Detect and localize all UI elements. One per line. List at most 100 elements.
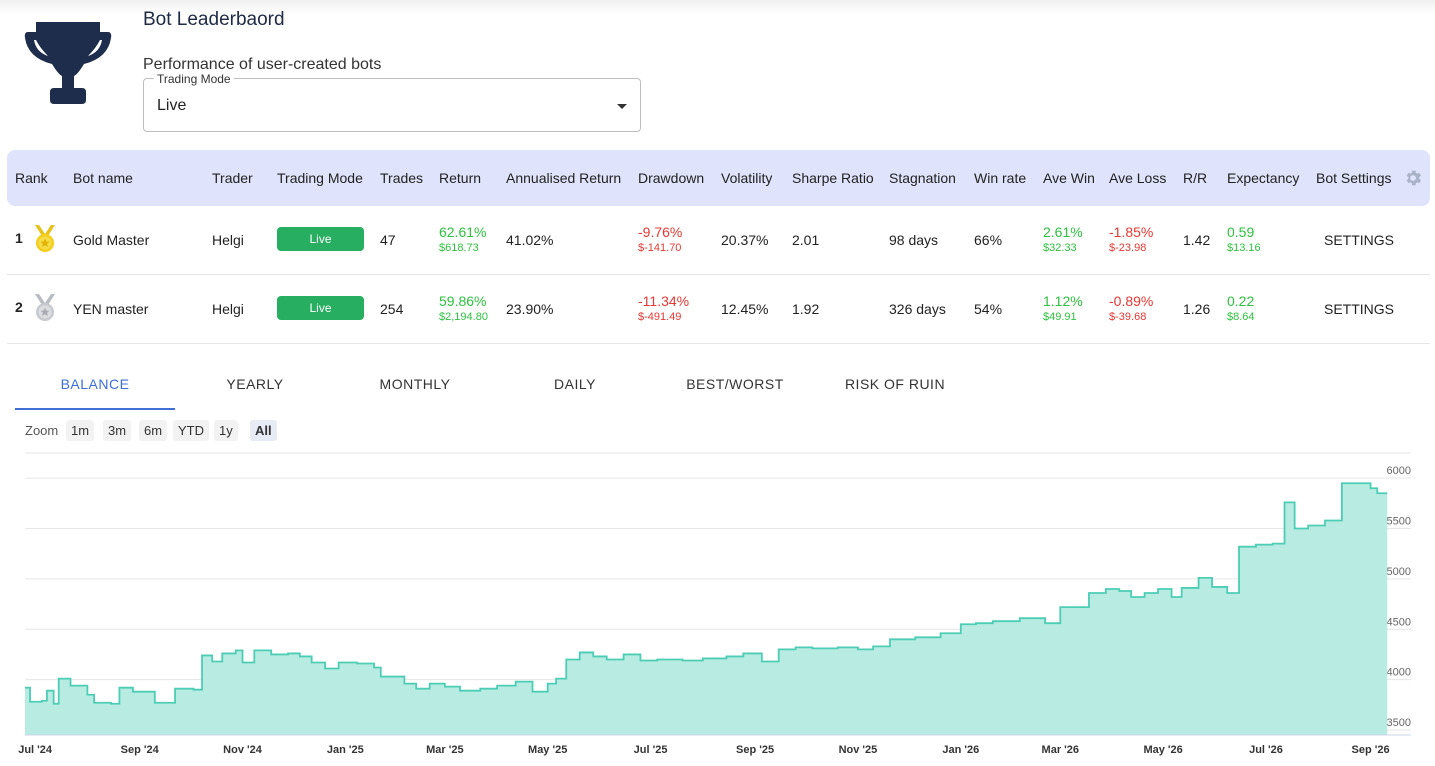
x-tick-label: Nov '24: [223, 744, 263, 756]
ave-loss: -1.85% $-23.98: [1109, 224, 1153, 255]
zoom-1m-button[interactable]: 1m: [66, 420, 95, 441]
zoom-6m-button[interactable]: 6m: [139, 420, 168, 441]
ave-loss-pct: -0.89%: [1109, 293, 1154, 309]
column-header-drawdown[interactable]: Drawdown: [638, 170, 705, 186]
column-header-trades[interactable]: Trades: [380, 170, 424, 186]
tab-daily[interactable]: DAILY: [554, 376, 596, 392]
stagnation: 98 days: [889, 232, 939, 248]
expectancy-value: 0.22: [1227, 293, 1255, 309]
x-tick-label: Sep '24: [121, 744, 160, 756]
tab-yearly[interactable]: YEARLY: [226, 376, 284, 392]
trading-mode-select[interactable]: Trading Mode Live: [143, 72, 641, 132]
drawdown: -9.76% $-141.70: [638, 224, 682, 255]
column-header-bot-name[interactable]: Bot name: [73, 170, 133, 186]
trader: Helgi: [212, 301, 244, 317]
y-tick-label: 5500: [1387, 516, 1411, 528]
column-header-trader[interactable]: Trader: [212, 170, 253, 186]
x-tick-label: May '26: [1143, 744, 1182, 756]
page-subtitle: Performance of user-created bots: [143, 56, 382, 73]
zoom-label: Zoom: [25, 423, 59, 438]
return-pct: 62.61%: [439, 224, 487, 240]
zoom-all-button[interactable]: All: [250, 420, 277, 441]
column-header-annualised-return[interactable]: Annualised Return: [506, 170, 622, 186]
x-tick-label: May '25: [528, 744, 567, 756]
top-shadow: [0, 0, 1435, 14]
trophy-icon: [24, 22, 112, 104]
tab-monthly[interactable]: MONTHLY: [379, 376, 451, 392]
trades: 254: [380, 301, 404, 317]
x-tick-label: Mar '26: [1042, 744, 1079, 756]
page-title: Bot Leaderbaord: [143, 9, 285, 30]
x-tick-label: Jan '26: [942, 744, 979, 756]
balance-area: [25, 483, 1388, 735]
column-header-expectancy[interactable]: Expectancy: [1227, 170, 1300, 186]
zoom-ytd-button[interactable]: YTD: [173, 420, 209, 441]
annualised-return: 23.90%: [506, 301, 554, 317]
rank: 1: [15, 230, 23, 246]
sharpe-ratio: 1.92: [792, 301, 820, 317]
tab-best-worst[interactable]: BEST/WORST: [686, 376, 784, 392]
drawdown-pct: -11.34%: [638, 293, 690, 309]
rank: 2: [15, 299, 23, 315]
expectancy-usd: $8.64: [1227, 311, 1255, 323]
column-header-return[interactable]: Return: [439, 170, 482, 186]
trading-mode-label: Trading Mode: [154, 72, 234, 86]
table-row[interactable]: 2 YEN master Helgi Live 254 59.86% $2,19…: [7, 275, 1430, 344]
zoom-1y-button[interactable]: 1y: [214, 420, 238, 441]
live-badge: Live: [277, 227, 364, 251]
column-header-ave-win[interactable]: Ave Win: [1043, 170, 1095, 186]
ave-win-usd: $32.33: [1043, 242, 1077, 254]
drawdown-usd: $-491.49: [638, 311, 682, 323]
trader: Helgi: [212, 232, 244, 248]
column-header-ave-loss[interactable]: Ave Loss: [1109, 170, 1167, 186]
column-header-sharpe-ratio[interactable]: Sharpe Ratio: [792, 170, 874, 186]
ave-win-pct: 1.12%: [1043, 293, 1083, 309]
column-header-volatility[interactable]: Volatility: [721, 170, 773, 186]
column-header-win-rate[interactable]: Win rate: [974, 170, 1027, 186]
table-row[interactable]: 1 Gold Master Helgi Live 47 62.61% $618.…: [7, 206, 1430, 275]
bot-name: Gold Master: [73, 232, 150, 248]
gold-medal-icon: [35, 225, 55, 252]
volatility: 12.45%: [721, 301, 769, 317]
ave-win: 1.12% $49.91: [1043, 293, 1083, 324]
column-header-rr[interactable]: R/R: [1183, 170, 1208, 186]
x-tick-label: Jul '24: [18, 744, 53, 756]
column-header-rank[interactable]: Rank: [15, 170, 48, 186]
x-tick-label: Jan '25: [327, 744, 364, 756]
y-tick-label: 4500: [1387, 616, 1411, 628]
ave-loss-pct: -1.85%: [1109, 224, 1154, 240]
column-header-stagnation[interactable]: Stagnation: [889, 170, 956, 186]
settings-button[interactable]: SETTINGS: [1324, 301, 1395, 317]
settings-button[interactable]: SETTINGS: [1324, 232, 1395, 248]
y-tick-label: 3500: [1387, 717, 1411, 729]
trades: 47: [380, 232, 396, 248]
expectancy: 0.22 $8.64: [1227, 293, 1255, 324]
win-rate: 54%: [974, 301, 1003, 317]
stagnation: 326 days: [889, 301, 946, 317]
gear-icon[interactable]: [1403, 168, 1423, 188]
x-tick-label: Sep '25: [736, 744, 774, 756]
chevron-down-icon: [617, 104, 627, 109]
column-header-trading-mode[interactable]: Trading Mode: [277, 170, 363, 186]
return-usd: $618.73: [439, 242, 479, 254]
rr: 1.26: [1183, 301, 1211, 317]
y-tick-label: 5000: [1387, 566, 1411, 578]
tab-balance[interactable]: BALANCE: [15, 366, 175, 410]
balance-line: [25, 482, 1388, 705]
ave-loss-usd: $-39.68: [1109, 311, 1147, 323]
ave-loss-usd: $-23.98: [1109, 242, 1147, 254]
tab-risk-of-ruin[interactable]: RISK OF RUIN: [844, 376, 946, 392]
zoom-3m-button[interactable]: 3m: [103, 420, 132, 441]
return: 62.61% $618.73: [439, 224, 486, 255]
column-header-bot-settings[interactable]: Bot Settings: [1316, 170, 1392, 186]
return-usd: $2,194.80: [439, 311, 488, 323]
y-tick-label: 6000: [1387, 465, 1411, 477]
x-tick-label: Sep '26: [1351, 744, 1389, 756]
rr: 1.42: [1183, 232, 1211, 248]
expectancy-value: 0.59: [1227, 224, 1255, 240]
win-rate: 66%: [974, 232, 1003, 248]
silver-medal-icon: [35, 294, 55, 321]
sharpe-ratio: 2.01: [792, 232, 820, 248]
ave-win-pct: 2.61%: [1043, 224, 1083, 240]
y-tick-label: 4000: [1387, 667, 1411, 679]
